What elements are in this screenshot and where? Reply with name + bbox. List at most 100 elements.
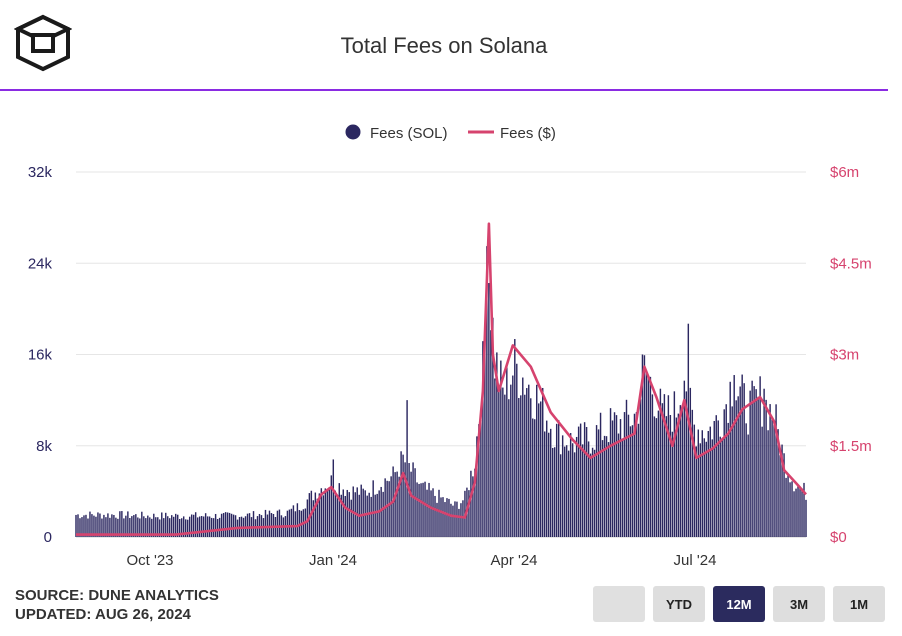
bar <box>651 394 654 537</box>
x-tick-label: Jul '24 <box>674 552 717 569</box>
bar <box>180 518 183 537</box>
bar <box>135 514 137 537</box>
bar <box>390 476 392 537</box>
bar <box>713 420 715 537</box>
bar <box>569 433 572 537</box>
bar <box>432 488 434 537</box>
bar <box>520 395 522 537</box>
bar <box>510 384 512 537</box>
y-right-tick-label: $0 <box>830 529 847 546</box>
bar <box>169 518 171 537</box>
bar <box>294 511 297 537</box>
bar <box>573 452 576 537</box>
bar <box>761 426 763 537</box>
y-left-tick-label: 8k <box>36 438 52 455</box>
bar <box>514 339 516 537</box>
bar <box>579 423 582 537</box>
bar <box>763 388 765 537</box>
bar <box>161 512 163 537</box>
legend-label-usd: Fees ($) <box>500 125 556 142</box>
bar <box>524 394 526 537</box>
bar <box>312 500 315 537</box>
bar <box>330 475 333 537</box>
bar <box>382 491 384 537</box>
bar <box>577 426 580 537</box>
bar <box>372 480 374 537</box>
bar <box>278 509 281 537</box>
bar <box>216 519 219 537</box>
bar <box>412 462 414 537</box>
bar <box>406 400 408 537</box>
bar <box>777 429 779 537</box>
bar <box>206 516 209 537</box>
bar <box>370 496 372 537</box>
x-tick-label: Oct '23 <box>126 552 173 569</box>
bar <box>601 440 604 537</box>
bar <box>486 246 488 537</box>
bar <box>643 355 646 537</box>
bar <box>751 380 753 537</box>
bar <box>715 415 717 537</box>
bar <box>607 442 610 537</box>
bar <box>348 492 350 537</box>
bar <box>530 398 532 537</box>
bar <box>567 450 570 537</box>
bar <box>404 462 406 537</box>
bar <box>591 447 594 537</box>
bar <box>366 495 368 537</box>
range-button-blank[interactable] <box>593 586 645 622</box>
bar <box>418 483 420 537</box>
range-button-1m[interactable]: 1M <box>833 586 885 622</box>
footer: SOURCE: DUNE ANALYTICS UPDATED: AUG 26, … <box>15 586 219 624</box>
bar <box>623 412 626 537</box>
bar <box>171 515 173 537</box>
bar <box>374 494 376 537</box>
bar <box>426 489 428 537</box>
bar <box>438 489 440 537</box>
bar <box>204 513 207 537</box>
bar <box>791 481 793 537</box>
range-button-12m[interactable]: 12M <box>713 586 765 622</box>
range-button-ytd[interactable]: YTD <box>653 586 705 622</box>
bar <box>292 505 295 537</box>
bar <box>671 431 674 537</box>
bar <box>587 441 590 537</box>
bar <box>536 384 538 537</box>
bar <box>631 425 634 537</box>
bar <box>741 374 743 537</box>
bar <box>593 449 596 537</box>
header: Total Fees on Solana <box>0 0 888 91</box>
bar <box>228 512 231 537</box>
bar <box>603 435 606 537</box>
bar <box>516 363 518 537</box>
bar <box>649 376 652 537</box>
cube-logo-icon[interactable] <box>14 14 72 72</box>
bar <box>767 430 769 537</box>
bar <box>338 483 340 537</box>
bar <box>356 487 358 537</box>
bar <box>585 426 588 537</box>
bar <box>735 400 737 537</box>
bar <box>502 387 504 537</box>
bar <box>440 497 442 537</box>
bar <box>739 386 741 537</box>
bar <box>553 447 556 537</box>
bar <box>208 516 211 537</box>
bar <box>683 380 686 537</box>
bar <box>542 387 544 537</box>
bar <box>196 517 199 537</box>
updated-label: UPDATED: AUG 26, 2024 <box>15 606 191 623</box>
bar <box>125 515 127 537</box>
bar <box>324 488 327 537</box>
bar <box>709 426 711 537</box>
bar <box>318 493 321 537</box>
bar <box>781 444 783 537</box>
bar <box>581 444 584 537</box>
bar <box>695 446 698 537</box>
bar <box>398 476 400 537</box>
bar <box>769 404 771 537</box>
bar <box>286 510 289 537</box>
bar <box>232 514 235 537</box>
bar <box>410 471 412 537</box>
range-button-3m[interactable]: 3M <box>773 586 825 622</box>
